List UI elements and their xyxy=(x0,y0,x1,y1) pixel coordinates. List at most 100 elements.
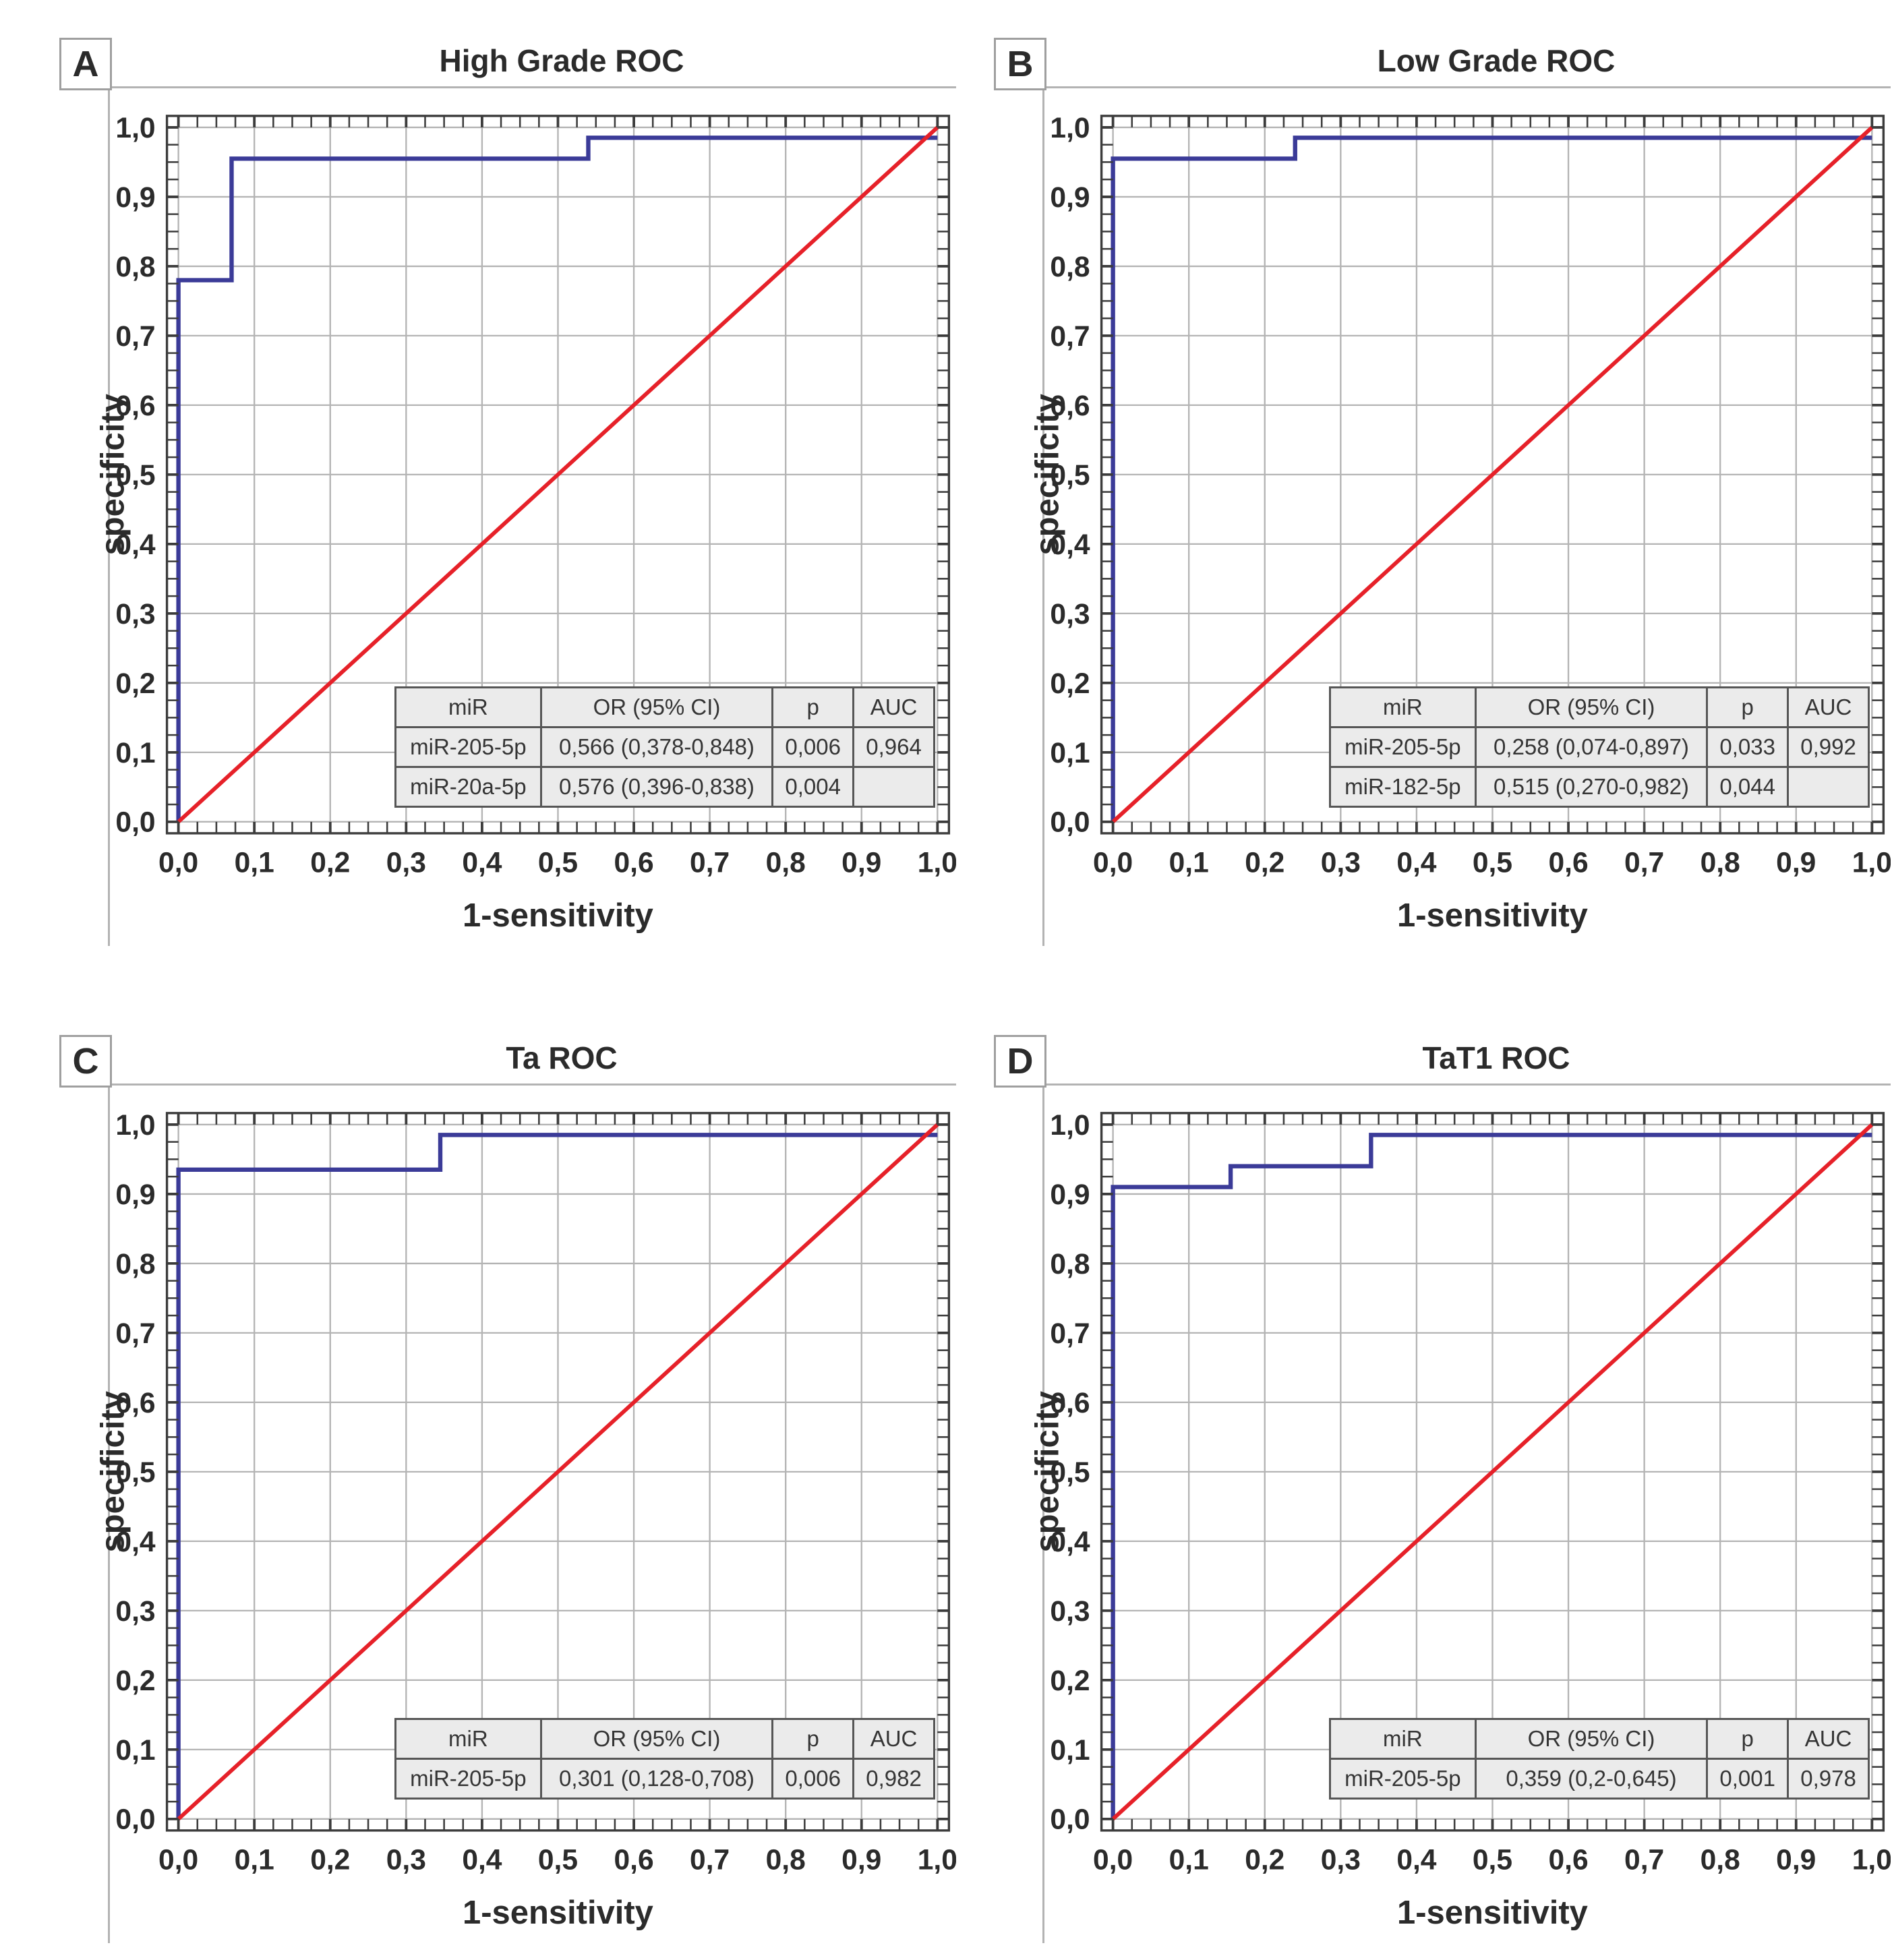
svg-text:0,8: 0,8 xyxy=(1050,1248,1090,1280)
svg-text:1,0: 1,0 xyxy=(918,846,956,879)
svg-text:0,4: 0,4 xyxy=(1396,846,1436,879)
svg-text:0,9: 0,9 xyxy=(1050,1179,1090,1211)
cell-auc: 0,982 xyxy=(852,1758,935,1800)
col-header-p: p xyxy=(771,1718,855,1760)
cell-or: 0,566 (0,378-0,848) xyxy=(539,726,774,768)
svg-text:0,7: 0,7 xyxy=(690,1843,730,1876)
svg-text:0,9: 0,9 xyxy=(1776,1843,1816,1876)
svg-text:0,8: 0,8 xyxy=(115,1248,155,1280)
svg-text:0,7: 0,7 xyxy=(690,846,730,879)
cell-mir: miR-182-5p xyxy=(1329,766,1477,808)
svg-text:0,0: 0,0 xyxy=(115,806,155,839)
panel-a-vertical-rule xyxy=(108,88,110,946)
svg-text:0,8: 0,8 xyxy=(766,1843,806,1876)
panel-d-vertical-rule xyxy=(1042,1086,1044,1943)
panel-c-plot-container: 0,0 0,0 0,1 0,1 0,2 0,2 0,3 0,3 0,4 0,4 0,5 0,5 0,6 0… xyxy=(59,1106,956,1953)
svg-text:1,0: 1,0 xyxy=(115,112,155,144)
panel-a-horizontal-rule xyxy=(110,86,956,88)
svg-text:1,0: 1,0 xyxy=(1852,1843,1891,1876)
cell-auc xyxy=(1787,766,1870,808)
svg-text:1,0: 1,0 xyxy=(918,1843,956,1876)
roc-chart-d: 0,00,0 0,1 0,1 0,2 0,2 0,3 0,3 0,4 0,4 0,5 0,5 0,6 0… xyxy=(1030,1109,1891,1931)
panel-a-plot-container: 0,0 0,0 0,1 0,1 0,2 0,2 0,3 0,3 0,4 0,4 0,5 0,5 0,6 0… xyxy=(59,109,956,955)
table-row: miR-205-5p 0,258 (0,074-0,897) 0,033 0,9… xyxy=(1329,726,1870,768)
svg-text:0,0: 0,0 xyxy=(1093,1843,1133,1876)
svg-text:0,6: 0,6 xyxy=(115,390,155,422)
panel-b-plot-container: 0,0 0,0 0,1 0,1 0,2 0,2 0,3 0,3 0,4 0,4 0,5 0,5 0,6 0… xyxy=(994,109,1891,955)
cell-auc xyxy=(852,766,935,808)
panel-a-label: A xyxy=(72,44,99,84)
roc-chart-a: 0,00,0 0,1 0,1 0,2 0,2 0,3 0,3 0,4 0,4 0,5 0,5 0,6 0… xyxy=(95,112,956,934)
svg-text:0,7: 0,7 xyxy=(1050,320,1090,353)
col-header-auc: AUC xyxy=(1787,686,1870,728)
svg-text:0,3: 0,3 xyxy=(1321,1843,1361,1876)
svg-text:0,1: 0,1 xyxy=(115,1734,155,1766)
col-header-auc: AUC xyxy=(852,686,935,728)
svg-text:0,1: 0,1 xyxy=(115,737,155,769)
panel-a: A High Grade ROC 0,0 0,0 0,1 0,1 0,2 0,2 0,3 0,… xyxy=(59,38,956,955)
table-header-row: miR OR (95% CI) p AUC xyxy=(394,686,935,728)
panel-c-horizontal-rule xyxy=(110,1083,956,1086)
roc-chart-c: 0,00,0 0,1 0,1 0,2 0,2 0,3 0,3 0,4 0,4 0,5 0,5 0,6 0… xyxy=(95,1109,956,1931)
panel-a-stats-table: miR OR (95% CI) p AUC miR-205-5p 0,566 (… xyxy=(394,686,935,808)
svg-text:0,4: 0,4 xyxy=(1050,1526,1090,1558)
svg-text:0,0: 0,0 xyxy=(115,1804,155,1836)
cell-mir: miR-205-5p xyxy=(1329,726,1477,768)
col-header-mir: miR xyxy=(394,686,542,728)
cell-mir: miR-205-5p xyxy=(394,1758,542,1800)
svg-text:0,1: 0,1 xyxy=(1050,737,1090,769)
cell-auc: 0,964 xyxy=(852,726,935,768)
svg-text:0,3: 0,3 xyxy=(1050,1595,1090,1628)
svg-text:0,4: 0,4 xyxy=(115,529,155,561)
svg-text:0,9: 0,9 xyxy=(115,181,155,214)
svg-text:0,9: 0,9 xyxy=(115,1179,155,1211)
svg-text:specificity: specificity xyxy=(95,1391,131,1552)
panel-d: D TaT1 ROC 0,0 0,0 0,1 0,1 0,2 0,2 0,3 0,3 0,4 0,… xyxy=(994,1035,1891,1953)
svg-text:0,3: 0,3 xyxy=(1050,598,1090,630)
svg-text:0,7: 0,7 xyxy=(115,1317,155,1350)
cell-p: 0,001 xyxy=(1706,1758,1790,1800)
panel-d-horizontal-rule xyxy=(1044,1083,1891,1086)
table-row: miR-20a-5p 0,576 (0,396-0,838) 0,004 xyxy=(394,766,935,808)
cell-p: 0,004 xyxy=(771,766,855,808)
svg-text:0,8: 0,8 xyxy=(1701,1843,1740,1876)
panel-c: C Ta ROC 0,0 0,0 0,1 0,1 0,2 0,2 0,3 0,3 0,4 0,4 0… xyxy=(59,1035,956,1953)
col-header-mir: miR xyxy=(394,1718,542,1760)
svg-text:0,6: 0,6 xyxy=(1050,390,1090,422)
svg-text:0,4: 0,4 xyxy=(115,1526,155,1558)
svg-text:0,3: 0,3 xyxy=(1321,846,1361,879)
svg-text:1,0: 1,0 xyxy=(1852,846,1891,879)
table-header-row: miR OR (95% CI) p AUC xyxy=(1329,686,1870,728)
svg-text:0,8: 0,8 xyxy=(1701,846,1740,879)
svg-text:0,4: 0,4 xyxy=(1050,529,1090,561)
svg-text:0,2: 0,2 xyxy=(310,846,350,879)
table-row: miR-205-5p 0,301 (0,128-0,708) 0,006 0,9… xyxy=(394,1758,935,1800)
svg-text:0,6: 0,6 xyxy=(115,1387,155,1419)
svg-text:1-sensitivity: 1-sensitivity xyxy=(463,1895,653,1931)
col-header-p: p xyxy=(1706,686,1790,728)
panel-d-label: D xyxy=(1007,1041,1034,1081)
col-header-or: OR (95% CI) xyxy=(1474,686,1709,728)
col-header-or: OR (95% CI) xyxy=(539,1718,774,1760)
cell-or: 0,301 (0,128-0,708) xyxy=(539,1758,774,1800)
svg-text:0,6: 0,6 xyxy=(614,1843,653,1876)
svg-text:0,3: 0,3 xyxy=(115,598,155,630)
svg-text:0,3: 0,3 xyxy=(386,846,426,879)
panel-c-label: C xyxy=(72,1041,99,1081)
panel-c-vertical-rule xyxy=(108,1086,110,1943)
panel-c-stats-table: miR OR (95% CI) p AUC miR-205-5p 0,301 (… xyxy=(394,1718,935,1800)
panel-b-label-box: B xyxy=(994,38,1046,90)
panel-c-label-box: C xyxy=(59,1035,112,1088)
svg-text:0,1: 0,1 xyxy=(235,1843,274,1876)
svg-text:specificity: specificity xyxy=(1030,1391,1066,1552)
svg-text:0,1: 0,1 xyxy=(1169,1843,1209,1876)
cell-or: 0,359 (0,2-0,645) xyxy=(1474,1758,1709,1800)
col-header-mir: miR xyxy=(1329,686,1477,728)
svg-text:0,4: 0,4 xyxy=(462,846,502,879)
svg-text:0,0: 0,0 xyxy=(158,1843,198,1876)
panel-b-stats-table: miR OR (95% CI) p AUC miR-205-5p 0,258 (… xyxy=(1329,686,1870,808)
svg-text:0,5: 0,5 xyxy=(1473,1843,1512,1876)
svg-text:0,5: 0,5 xyxy=(115,1456,155,1489)
panel-d-label-box: D xyxy=(994,1035,1046,1088)
